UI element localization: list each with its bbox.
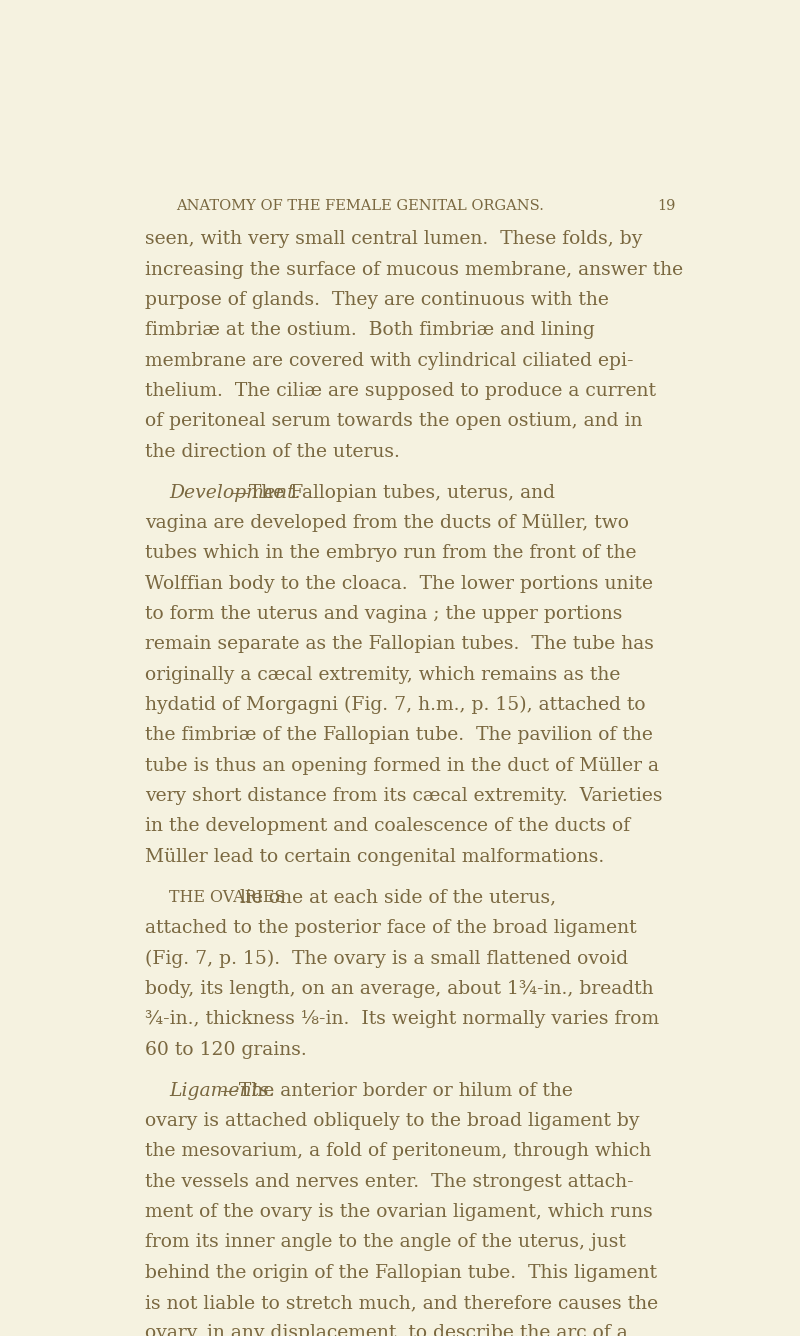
Text: in the development and coalescence of the ducts of: in the development and coalescence of th… xyxy=(145,818,630,835)
Text: behind the origin of the Fallopian tube.  This ligament: behind the origin of the Fallopian tube.… xyxy=(145,1264,657,1281)
Text: vagina are developed from the ducts of Müller, two: vagina are developed from the ducts of M… xyxy=(145,514,629,532)
Text: (Fig. 7, p. 15).  The ovary is a small flattened ovoid: (Fig. 7, p. 15). The ovary is a small fl… xyxy=(145,950,628,967)
Text: attached to the posterior face of the broad ligament: attached to the posterior face of the br… xyxy=(145,919,636,937)
Text: tube is thus an opening formed in the duct of Müller a: tube is thus an opening formed in the du… xyxy=(145,756,658,775)
Text: —The anterior border or hilum of the: —The anterior border or hilum of the xyxy=(220,1082,573,1100)
Text: is not liable to stretch much, and therefore causes the: is not liable to stretch much, and there… xyxy=(145,1295,658,1312)
Text: increasing the surface of mucous membrane, answer the: increasing the surface of mucous membran… xyxy=(145,261,682,279)
Text: fimbriæ at the ostium.  Both fimbriæ and lining: fimbriæ at the ostium. Both fimbriæ and … xyxy=(145,322,594,339)
Text: from its inner angle to the angle of the uterus, just: from its inner angle to the angle of the… xyxy=(145,1233,626,1252)
Text: ment of the ovary is the ovarian ligament, which runs: ment of the ovary is the ovarian ligamen… xyxy=(145,1202,652,1221)
Text: ovary, in any displacement, to describe the arc of a: ovary, in any displacement, to describe … xyxy=(145,1324,627,1336)
Text: remain separate as the Fallopian tubes.  The tube has: remain separate as the Fallopian tubes. … xyxy=(145,636,654,653)
Text: Ligaments.: Ligaments. xyxy=(170,1082,275,1100)
Text: Müller lead to certain congenital malformations.: Müller lead to certain congenital malfor… xyxy=(145,848,604,866)
Text: 19: 19 xyxy=(657,199,675,214)
Text: Wolffian body to the cloaca.  The lower portions unite: Wolffian body to the cloaca. The lower p… xyxy=(145,574,653,593)
Text: ANATOMY OF THE FEMALE GENITAL ORGANS.: ANATOMY OF THE FEMALE GENITAL ORGANS. xyxy=(177,199,544,214)
Text: the fimbriæ of the Fallopian tube.  The pavilion of the: the fimbriæ of the Fallopian tube. The p… xyxy=(145,727,653,744)
Text: lie one at each side of the uterus,: lie one at each side of the uterus, xyxy=(234,888,556,907)
Text: THE OVARIES: THE OVARIES xyxy=(170,888,286,906)
Text: to form the uterus and vagina ; the upper portions: to form the uterus and vagina ; the uppe… xyxy=(145,605,622,623)
Text: the direction of the uterus.: the direction of the uterus. xyxy=(145,442,399,461)
Text: membrane are covered with cylindrical ciliated epi-: membrane are covered with cylindrical ci… xyxy=(145,351,633,370)
Text: purpose of glands.  They are continuous with the: purpose of glands. They are continuous w… xyxy=(145,291,609,309)
Text: tubes which in the embryo run from the front of the: tubes which in the embryo run from the f… xyxy=(145,544,636,562)
Text: very short distance from its cæcal extremity.  Varieties: very short distance from its cæcal extre… xyxy=(145,787,662,806)
Text: —The Fallopian tubes, uterus, and: —The Fallopian tubes, uterus, and xyxy=(230,484,555,502)
Text: hydatid of Morgagni (Fig. 7, h.m., p. 15), attached to: hydatid of Morgagni (Fig. 7, h.m., p. 15… xyxy=(145,696,646,715)
Text: thelium.  The ciliæ are supposed to produce a current: thelium. The ciliæ are supposed to produ… xyxy=(145,382,656,399)
Text: ovary is attached obliquely to the broad ligament by: ovary is attached obliquely to the broad… xyxy=(145,1112,639,1130)
Text: the vessels and nerves enter.  The strongest attach-: the vessels and nerves enter. The strong… xyxy=(145,1173,634,1190)
Text: ¾-in., thickness ⅛-in.  Its weight normally varies from: ¾-in., thickness ⅛-in. Its weight normal… xyxy=(145,1010,658,1029)
Text: the mesovarium, a fold of peritoneum, through which: the mesovarium, a fold of peritoneum, th… xyxy=(145,1142,651,1160)
Text: body, its length, on an average, about 1¾-in., breadth: body, its length, on an average, about 1… xyxy=(145,979,654,998)
Text: Development.: Development. xyxy=(170,484,301,502)
Text: 60 to 120 grains.: 60 to 120 grains. xyxy=(145,1041,306,1058)
Text: seen, with very small central lumen.  These folds, by: seen, with very small central lumen. The… xyxy=(145,230,642,248)
Text: of peritoneal serum towards the open ostium, and in: of peritoneal serum towards the open ost… xyxy=(145,413,642,430)
Text: originally a cæcal extremity, which remains as the: originally a cæcal extremity, which rema… xyxy=(145,665,620,684)
